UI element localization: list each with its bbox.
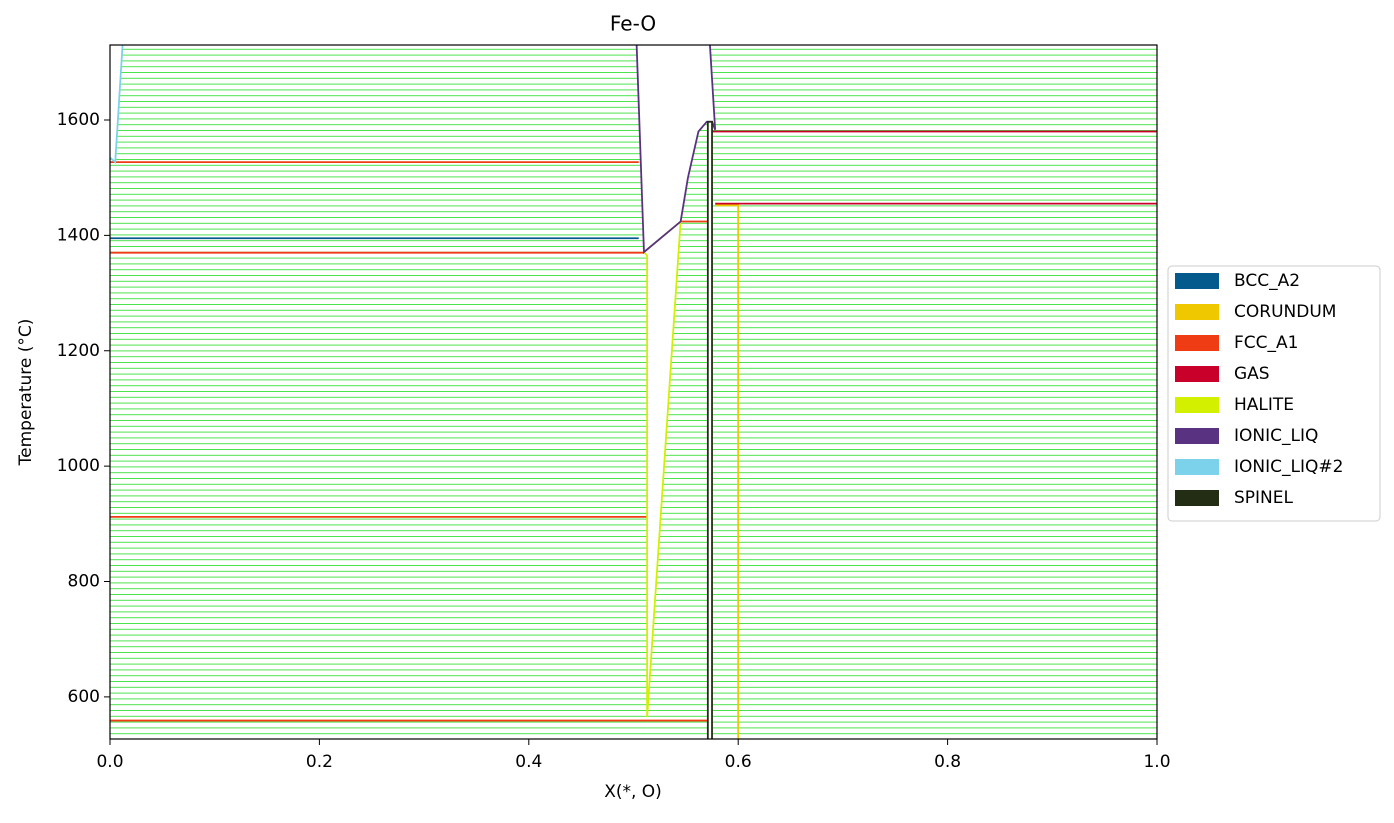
tie-line-region: [110, 45, 648, 739]
legend-swatch: [1175, 397, 1219, 413]
plot-area: [110, 45, 1157, 739]
legend-label: GAS: [1234, 364, 1270, 384]
legend-swatch: [1175, 304, 1219, 320]
phase-boundary: [706, 120, 713, 739]
phase-boundary: [715, 204, 740, 739]
legend-swatch: [1175, 459, 1219, 475]
phase-boundary: [110, 161, 708, 722]
y-tick-label: 600: [68, 687, 100, 707]
y-axis-label: Temperature (°C): [16, 319, 36, 467]
legend-label: IONIC_LIQ#2: [1234, 457, 1343, 477]
tie-line-region: [647, 221, 708, 739]
legend-label: CORUNDUM: [1234, 302, 1336, 322]
x-tick-label: 1.0: [1143, 752, 1170, 772]
y-tick-label: 800: [68, 572, 100, 592]
y-tick-label: 1400: [57, 225, 100, 245]
x-tick-label: 0.4: [515, 752, 542, 772]
tie-line-region: [709, 45, 1157, 739]
legend-label: SPINEL: [1234, 488, 1294, 508]
chart-title: Fe-O: [610, 12, 656, 36]
x-tick-label: 0.2: [306, 752, 333, 772]
x-tick-label: 0.6: [725, 752, 752, 772]
y-tick-label: 1000: [57, 456, 100, 476]
x-tick-label: 0.8: [934, 752, 961, 772]
legend-swatch: [1175, 273, 1219, 289]
x-tick-label: 0.0: [96, 752, 123, 772]
legend-swatch: [1175, 335, 1219, 351]
legend-label: BCC_A2: [1234, 271, 1300, 291]
legend-swatch: [1175, 366, 1219, 382]
legend-label: FCC_A1: [1234, 333, 1298, 353]
plot-frame: [109, 44, 1158, 740]
y-tick-label: 1600: [57, 110, 100, 130]
legend-swatch: [1175, 490, 1219, 506]
phase-boundary: [635, 45, 717, 254]
y-tick-label: 1200: [57, 341, 100, 361]
x-axis-label: X(*, O): [604, 782, 662, 802]
legend-label: IONIC_LIQ: [1234, 426, 1318, 446]
phase-boundary: [712, 130, 1157, 205]
legend-label: HALITE: [1234, 395, 1294, 415]
tie-line-region: [680, 121, 708, 222]
legend-swatch: [1175, 428, 1219, 444]
legend: [1167, 265, 1381, 522]
phase-boundary: [110, 45, 124, 164]
